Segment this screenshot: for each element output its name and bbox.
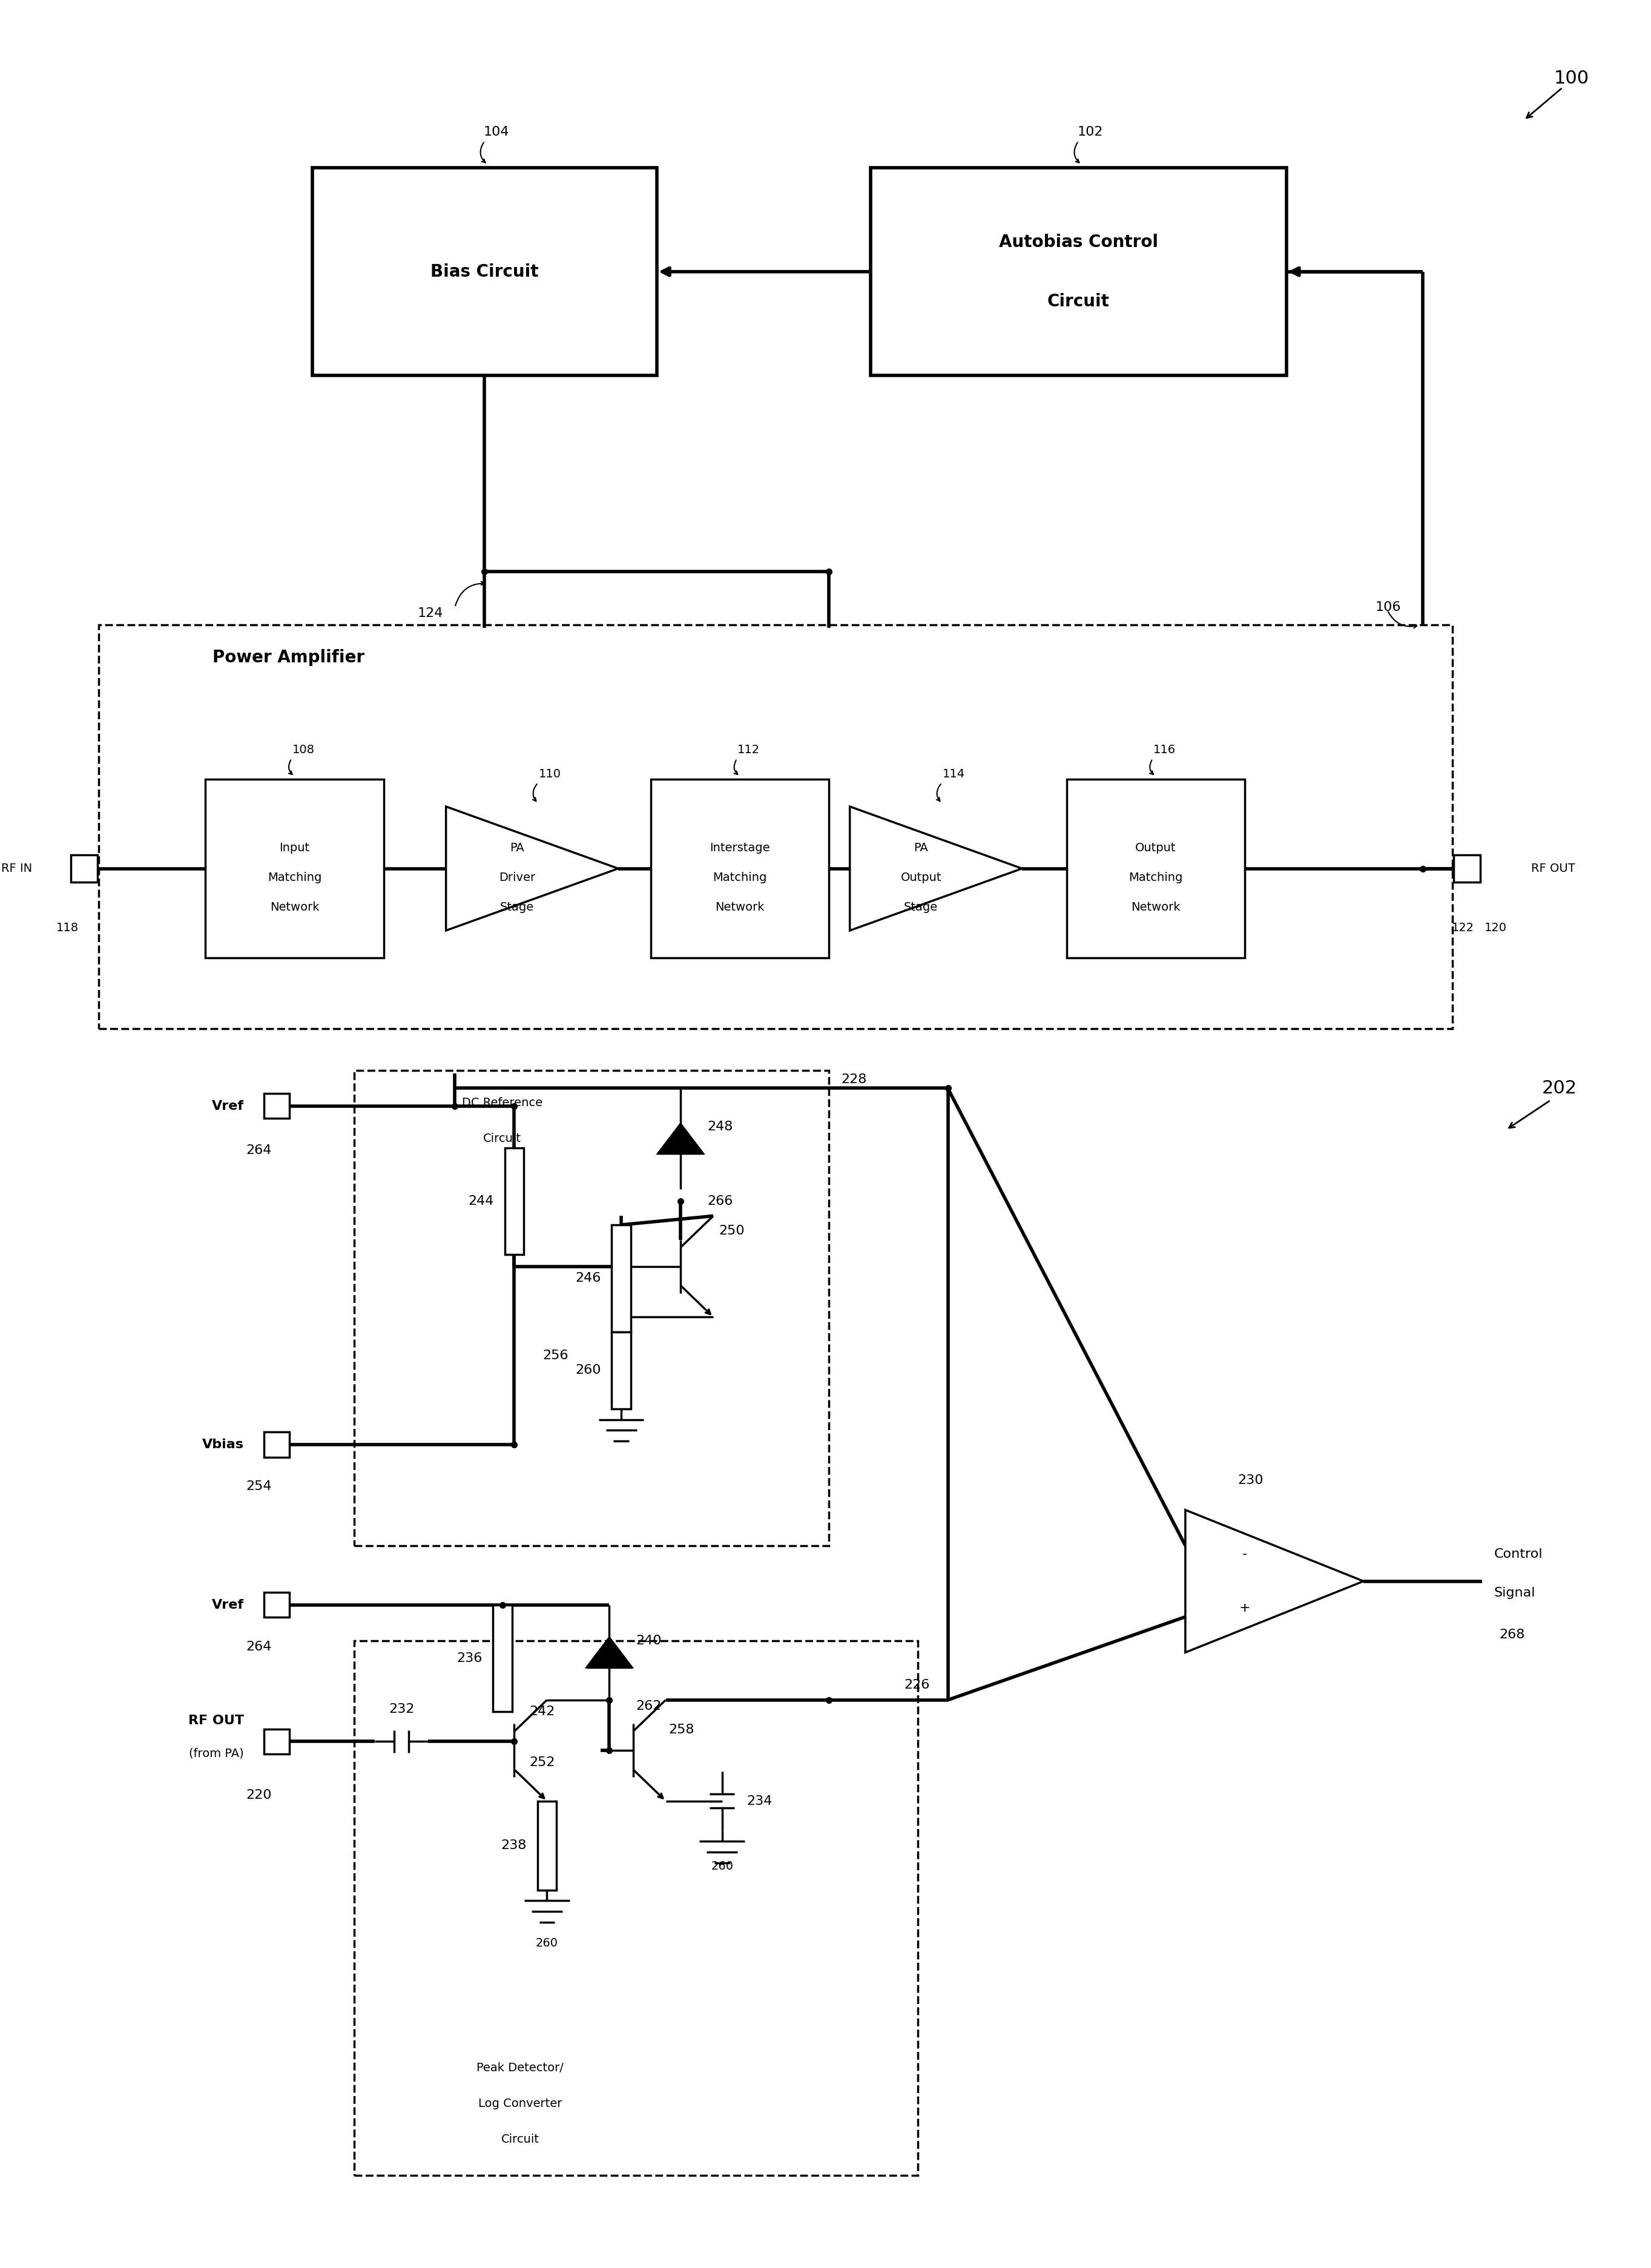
Bar [1067, 780, 1245, 957]
Text: Control: Control [1494, 1549, 1544, 1560]
Text: 100: 100 [1554, 70, 1588, 88]
Text: 116: 116 [1154, 744, 1176, 755]
Bar [505, 1148, 523, 1254]
Text: Network: Network [269, 900, 319, 914]
Text: RF OUT: RF OUT [1530, 862, 1575, 873]
Text: Interstage: Interstage [710, 841, 769, 853]
Text: 118: 118 [56, 923, 79, 934]
Text: 246: 246 [575, 1272, 601, 1284]
Bar [312, 168, 657, 376]
Text: Output: Output [1136, 841, 1176, 853]
Bar [264, 1728, 289, 1753]
Text: 242: 242 [528, 1706, 555, 1717]
Bar [264, 1093, 289, 1118]
Text: 258: 258 [669, 1724, 695, 1735]
Text: 230: 230 [1238, 1474, 1263, 1486]
Text: (from PA): (from PA) [190, 1749, 244, 1760]
Text: 264: 264 [246, 1145, 272, 1157]
Text: 104: 104 [484, 127, 509, 138]
Text: 260: 260 [712, 1860, 733, 1871]
Text: 260: 260 [575, 1365, 601, 1377]
Text: 226: 226 [905, 1678, 930, 1692]
Text: Autobias Control: Autobias Control [999, 234, 1157, 249]
Text: Matching: Matching [267, 871, 322, 882]
Text: 122: 122 [1451, 923, 1474, 934]
Text: Circuit: Circuit [1047, 293, 1109, 311]
Bar [99, 626, 1453, 1030]
Text: 112: 112 [738, 744, 759, 755]
Text: 264: 264 [246, 1640, 272, 1653]
Text: 238: 238 [502, 1839, 527, 1851]
Bar [1453, 855, 1481, 882]
Text: Network: Network [1131, 900, 1180, 914]
Bar [264, 1592, 289, 1617]
Bar [611, 1331, 631, 1408]
Text: Vbias: Vbias [203, 1438, 244, 1452]
Text: Driver: Driver [499, 871, 535, 882]
Text: PA: PA [510, 841, 525, 853]
Bar [205, 780, 383, 957]
Text: 120: 120 [1484, 923, 1507, 934]
Text: Log Converter: Log Converter [479, 2098, 561, 2109]
Text: Stage: Stage [905, 900, 938, 914]
Text: Stage: Stage [500, 900, 535, 914]
Text: Circuit: Circuit [502, 2134, 540, 2146]
Text: 268: 268 [1499, 1628, 1526, 1640]
Bar [264, 1431, 289, 1456]
Text: RF OUT: RF OUT [188, 1715, 244, 1726]
Text: 228: 228 [840, 1073, 867, 1086]
Text: Power Amplifier: Power Amplifier [213, 649, 365, 667]
Text: Vref: Vref [211, 1599, 244, 1610]
Polygon shape [446, 807, 617, 930]
Text: 102: 102 [1078, 127, 1103, 138]
Text: 106: 106 [1375, 601, 1402, 612]
Text: Circuit: Circuit [484, 1134, 522, 1145]
Bar [538, 1801, 556, 1889]
Text: 252: 252 [528, 1755, 555, 1769]
Text: 248: 248 [707, 1120, 733, 1134]
Text: 202: 202 [1542, 1080, 1577, 1098]
Bar [494, 1606, 512, 1712]
Text: 250: 250 [720, 1225, 745, 1236]
Text: Vref: Vref [211, 1100, 244, 1111]
Text: 108: 108 [292, 744, 315, 755]
Text: Input: Input [279, 841, 310, 853]
Text: 254: 254 [246, 1481, 272, 1492]
Text: 266: 266 [707, 1195, 733, 1207]
Bar [353, 1640, 918, 2175]
Text: 256: 256 [543, 1349, 568, 1361]
Text: Matching: Matching [713, 871, 768, 882]
Text: 244: 244 [469, 1195, 494, 1207]
Polygon shape [1185, 1510, 1364, 1653]
Text: 262: 262 [636, 1699, 662, 1712]
Bar [353, 1070, 829, 1545]
Polygon shape [850, 807, 1022, 930]
Polygon shape [586, 1637, 632, 1667]
Text: RF IN: RF IN [2, 862, 31, 873]
Text: Signal: Signal [1494, 1588, 1535, 1599]
Text: Matching: Matching [1129, 871, 1182, 882]
Bar [611, 1225, 631, 1331]
Text: 234: 234 [746, 1794, 773, 1808]
Text: 236: 236 [457, 1653, 482, 1665]
Text: -: - [1242, 1549, 1247, 1560]
Text: 110: 110 [538, 769, 561, 780]
Text: PA: PA [915, 841, 928, 853]
Text: Output: Output [901, 871, 941, 882]
Bar [870, 168, 1286, 376]
Text: 114: 114 [943, 769, 964, 780]
Bar [650, 780, 829, 957]
Text: Bias Circuit: Bias Circuit [431, 263, 538, 281]
Polygon shape [659, 1125, 703, 1154]
Text: Network: Network [715, 900, 764, 914]
Text: 124: 124 [418, 608, 442, 619]
Text: 232: 232 [388, 1703, 414, 1715]
Text: 240: 240 [636, 1635, 662, 1647]
Text: 260: 260 [535, 1937, 558, 1948]
Bar [71, 855, 97, 882]
Text: 220: 220 [246, 1789, 272, 1801]
Text: DC Reference: DC Reference [462, 1098, 543, 1109]
Text: Peak Detector/: Peak Detector/ [477, 2062, 563, 2073]
Text: +: + [1240, 1601, 1250, 1615]
